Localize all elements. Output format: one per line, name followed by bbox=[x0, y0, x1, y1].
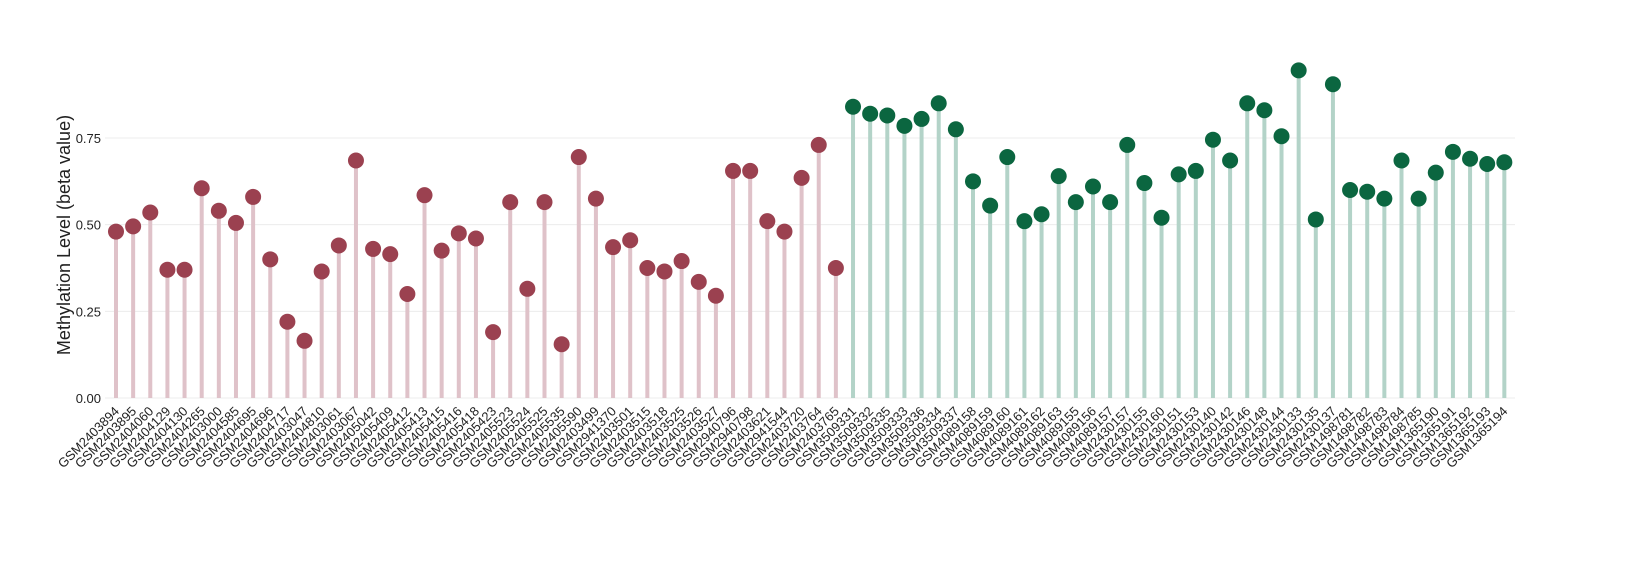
dot bbox=[810, 136, 827, 153]
dot bbox=[1256, 102, 1273, 119]
dot bbox=[776, 223, 793, 240]
dot bbox=[1479, 155, 1496, 172]
dot bbox=[1119, 136, 1136, 153]
dot bbox=[1273, 128, 1290, 145]
dot bbox=[313, 263, 330, 280]
dot bbox=[502, 194, 519, 211]
dot bbox=[1307, 211, 1324, 228]
dot bbox=[536, 194, 553, 211]
dot bbox=[347, 152, 364, 169]
dot bbox=[896, 117, 913, 134]
dot bbox=[1376, 190, 1393, 207]
dot bbox=[296, 332, 313, 349]
dot bbox=[1204, 131, 1221, 148]
y-axis-title: Methylation Level (beta value) bbox=[54, 115, 74, 355]
dot bbox=[570, 149, 587, 166]
y-tick-label: 0.50 bbox=[76, 218, 101, 233]
dot bbox=[827, 259, 844, 276]
dot bbox=[399, 285, 416, 302]
y-tick-label: 0.25 bbox=[76, 304, 101, 319]
dot bbox=[1496, 154, 1513, 171]
dot bbox=[142, 204, 159, 221]
dot bbox=[759, 213, 776, 230]
dot bbox=[262, 251, 279, 268]
dot bbox=[1444, 143, 1461, 160]
dot bbox=[1033, 206, 1050, 223]
dot bbox=[450, 225, 467, 242]
dot bbox=[999, 149, 1016, 166]
dot bbox=[982, 197, 999, 214]
dot bbox=[1427, 164, 1444, 181]
dot bbox=[193, 180, 210, 197]
dot bbox=[330, 237, 347, 254]
dot bbox=[639, 259, 656, 276]
dot bbox=[1187, 162, 1204, 179]
dot bbox=[1342, 181, 1359, 198]
dot bbox=[1170, 166, 1187, 183]
dot bbox=[553, 336, 570, 353]
dot bbox=[210, 202, 227, 219]
dot bbox=[1102, 194, 1119, 211]
dot bbox=[879, 107, 896, 124]
dot bbox=[725, 162, 742, 179]
dot bbox=[176, 261, 193, 278]
dot bbox=[1324, 76, 1341, 93]
dot bbox=[913, 110, 930, 127]
dot bbox=[1462, 150, 1479, 167]
dot bbox=[433, 242, 450, 259]
dot bbox=[1050, 168, 1067, 185]
dot bbox=[1239, 95, 1256, 112]
dot bbox=[279, 313, 296, 330]
dot bbox=[227, 214, 244, 231]
dot bbox=[1359, 183, 1376, 200]
dot bbox=[1290, 62, 1307, 79]
dot bbox=[365, 240, 382, 257]
dot bbox=[862, 105, 879, 122]
dot bbox=[673, 253, 690, 270]
dot bbox=[1136, 175, 1153, 192]
y-tick-label: 0.75 bbox=[76, 131, 101, 146]
dot bbox=[605, 239, 622, 256]
dot bbox=[382, 246, 399, 263]
dot bbox=[947, 121, 964, 138]
dot bbox=[519, 280, 536, 297]
dot bbox=[125, 218, 142, 235]
dot bbox=[467, 230, 484, 247]
dot bbox=[1016, 213, 1033, 230]
dot bbox=[108, 223, 124, 240]
dot bbox=[707, 287, 724, 304]
dot bbox=[1084, 178, 1101, 195]
dot bbox=[965, 173, 981, 190]
dot bbox=[1393, 152, 1410, 169]
dot bbox=[742, 162, 759, 179]
dot bbox=[622, 232, 639, 249]
dot bbox=[656, 263, 673, 280]
y-tick-label: 0.00 bbox=[76, 391, 101, 406]
dot bbox=[930, 95, 947, 112]
dot bbox=[245, 188, 262, 205]
dot bbox=[1410, 190, 1427, 207]
dot bbox=[1067, 194, 1084, 211]
dot bbox=[587, 190, 604, 207]
dot bbox=[1222, 152, 1239, 169]
dot bbox=[1153, 209, 1170, 226]
dot bbox=[159, 261, 176, 278]
dot bbox=[416, 187, 433, 204]
dot bbox=[690, 273, 707, 290]
dot bbox=[485, 324, 502, 341]
dot bbox=[845, 98, 862, 115]
dot bbox=[793, 169, 810, 186]
